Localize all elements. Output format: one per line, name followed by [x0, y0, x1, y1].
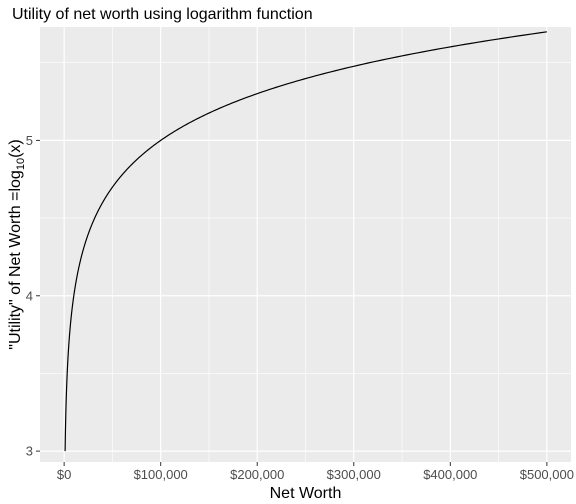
major-gridlines [40, 27, 571, 462]
y-axis-title-prefix: "Utility" of Net Worth =log [7, 170, 24, 350]
y-axis-title-suffix: (x) [7, 139, 24, 158]
x-tick-label: $200,000 [230, 467, 284, 482]
minor-gridlines [40, 27, 571, 462]
y-tick-label: 3 [26, 444, 33, 459]
y-tick-label: 5 [26, 133, 33, 148]
x-tick-label: $0 [57, 467, 71, 482]
x-tick-label: $400,000 [423, 467, 477, 482]
chart-title: Utility of net worth using logarithm fun… [12, 6, 313, 23]
x-axis-title: Net Worth [270, 485, 342, 502]
y-tick-label: 4 [26, 288, 33, 303]
x-tick-label: $300,000 [327, 467, 381, 482]
x-tick-label: $500,000 [520, 467, 574, 482]
x-tick-label: $100,000 [134, 467, 188, 482]
series-line-log10 [64, 31, 547, 452]
x-axis: $0 $100,000 $200,000 $300,000 $400,000 $500,0… [57, 462, 574, 482]
y-axis-title-subscript: 10 [15, 158, 27, 170]
y-axis: 3 4 5 [26, 133, 40, 459]
y-axis-title: "Utility" of Net Worth =log10(x) [7, 139, 27, 349]
